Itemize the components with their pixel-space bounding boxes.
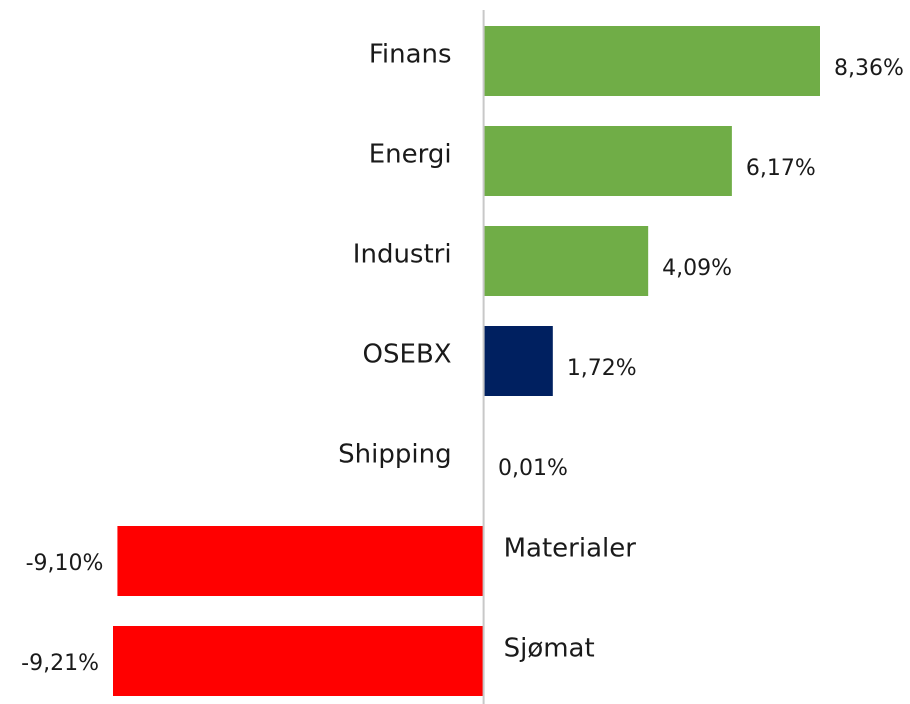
bar xyxy=(113,626,484,696)
value-label: 8,36% xyxy=(834,56,904,81)
bar xyxy=(483,26,820,96)
category-label: Energi xyxy=(369,140,452,170)
category-label: Finans xyxy=(369,40,452,70)
value-label: -9,10% xyxy=(26,551,104,576)
category-label: Industri xyxy=(353,240,452,270)
value-label: 4,09% xyxy=(662,256,732,281)
category-label: Shipping xyxy=(338,440,451,470)
bar xyxy=(117,526,484,596)
value-label: 6,17% xyxy=(746,156,816,181)
bar xyxy=(483,326,553,396)
value-label: -9,21% xyxy=(21,651,99,676)
value-label: 1,72% xyxy=(567,356,637,381)
category-label: Sjømat xyxy=(504,634,595,664)
category-label: OSEBX xyxy=(363,340,452,370)
bar xyxy=(483,226,649,296)
category-label: Materialer xyxy=(504,534,637,564)
value-label: 0,01% xyxy=(498,456,568,481)
bar xyxy=(483,126,732,196)
